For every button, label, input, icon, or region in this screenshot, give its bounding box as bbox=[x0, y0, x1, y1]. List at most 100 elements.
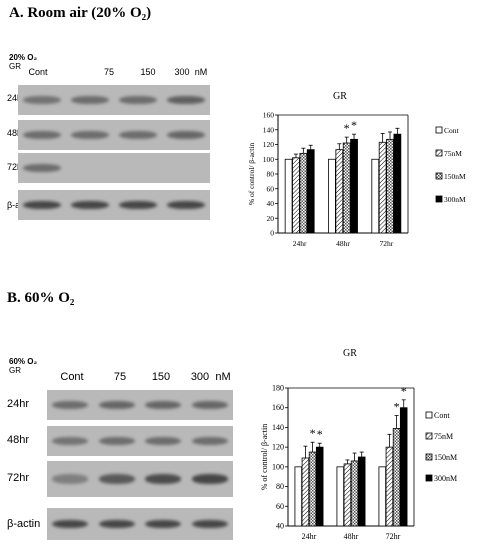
x-tick-label: 24hr bbox=[293, 239, 307, 248]
blot-24hr bbox=[18, 85, 210, 115]
blot-band bbox=[52, 436, 89, 446]
blot-band bbox=[191, 519, 228, 529]
y-tick-label: 100 bbox=[263, 155, 275, 164]
row-label: 24hr bbox=[7, 398, 30, 410]
y-tick-label: 120 bbox=[272, 443, 284, 452]
blot-band bbox=[52, 473, 89, 485]
bar bbox=[294, 466, 303, 527]
blot-band bbox=[71, 95, 109, 105]
blot-band bbox=[191, 436, 228, 446]
blot-band bbox=[119, 95, 157, 105]
y-axis-label: % of control/ β-actin bbox=[260, 424, 269, 491]
legend-swatch bbox=[425, 411, 433, 419]
y-tick-label: 120 bbox=[263, 140, 275, 149]
panel-b-title: B. 60% O₂ bbox=[7, 290, 75, 306]
blot-band bbox=[98, 436, 135, 446]
legend-swatch bbox=[425, 474, 433, 482]
lane-label: 300 bbox=[174, 67, 190, 77]
y-tick-label: 60 bbox=[267, 184, 275, 193]
blot-band bbox=[52, 519, 89, 529]
legend-swatch bbox=[425, 432, 433, 440]
blot-band bbox=[191, 400, 228, 410]
panel-a-condition: 20% O₂ GR bbox=[9, 53, 37, 71]
blot-beta-actin bbox=[47, 508, 233, 540]
blot-band bbox=[167, 130, 205, 140]
legend-label: 300nM bbox=[434, 474, 457, 483]
significance-asterisk: * bbox=[394, 400, 400, 414]
significance-asterisk: * bbox=[351, 118, 357, 132]
blot-72hr bbox=[18, 153, 210, 183]
blot-band bbox=[191, 473, 228, 485]
y-tick-label: 140 bbox=[263, 125, 275, 134]
row-label: 48hr bbox=[7, 128, 26, 138]
bar bbox=[350, 138, 358, 234]
bar bbox=[308, 451, 317, 527]
bar bbox=[336, 466, 345, 527]
bar bbox=[378, 466, 387, 527]
y-tick-label: 80 bbox=[267, 170, 275, 179]
y-tick-label: 0 bbox=[270, 229, 274, 238]
chart-panel-b: GR 40 60 80 100 120 140 160 180 % of control/ β-a… bbox=[260, 348, 457, 541]
lane-label: 75 bbox=[113, 371, 127, 383]
chart-panel-a: GR 0 20 40 60 80 100 120 140 160 % of control/ β-a… bbox=[247, 91, 466, 248]
row-label: 72hr bbox=[7, 472, 30, 484]
blot-band bbox=[71, 130, 109, 140]
significance-asterisk: * bbox=[401, 384, 407, 398]
bar bbox=[299, 152, 308, 234]
blot-band bbox=[98, 473, 135, 485]
blot-band bbox=[98, 400, 135, 410]
significance-asterisk: * bbox=[317, 427, 323, 441]
bar bbox=[385, 446, 394, 527]
legend-label: 75nM bbox=[444, 149, 462, 158]
blot-band bbox=[52, 400, 89, 410]
panel-b-condition: 60% O₂ GR bbox=[9, 357, 37, 375]
blot-band bbox=[119, 130, 157, 140]
bar bbox=[386, 138, 394, 234]
bar bbox=[292, 157, 300, 234]
blot-band bbox=[167, 95, 205, 105]
legend-swatch bbox=[425, 453, 433, 461]
lane-label: Cont bbox=[60, 371, 84, 383]
chart-title: GR bbox=[333, 91, 347, 102]
legend-swatch bbox=[435, 172, 443, 180]
bar bbox=[393, 133, 402, 234]
bar bbox=[342, 142, 351, 234]
blot-band bbox=[145, 436, 182, 446]
blot-band bbox=[145, 473, 182, 485]
lane-label: Cont bbox=[28, 67, 48, 77]
legend-label: Cont bbox=[434, 411, 450, 420]
x-tick-label: 72hr bbox=[379, 239, 393, 248]
x-tick-label: 72hr bbox=[386, 532, 401, 541]
blot-band bbox=[23, 200, 61, 210]
legend-label: Cont bbox=[444, 126, 460, 135]
lane-label: 75 bbox=[103, 67, 114, 77]
lane-label: nM bbox=[194, 67, 208, 77]
significance-asterisk: * bbox=[344, 121, 350, 135]
chart-title: GR bbox=[343, 348, 357, 359]
bar bbox=[301, 457, 310, 527]
lane-label: 150 bbox=[151, 371, 171, 383]
y-tick-label: 180 bbox=[272, 384, 284, 393]
y-tick-label: 100 bbox=[272, 462, 284, 471]
panel-a-title: A. Room air (20% O₂) bbox=[9, 5, 152, 21]
condition-o2: 60% O₂ bbox=[9, 357, 38, 366]
y-axis-label: % of control/ β-actin bbox=[247, 143, 256, 206]
condition-o2: 20% O₂ bbox=[9, 53, 38, 62]
blot-band bbox=[145, 519, 182, 529]
bar bbox=[315, 446, 324, 527]
bar bbox=[328, 158, 336, 234]
blot-48hr bbox=[47, 426, 233, 456]
significance-asterisk: * bbox=[310, 426, 316, 440]
legend-swatch bbox=[435, 195, 443, 203]
blot-72hr bbox=[47, 461, 233, 497]
bar bbox=[399, 407, 408, 527]
y-tick-label: 160 bbox=[272, 403, 284, 412]
lane-label: nM bbox=[215, 371, 231, 383]
lane-label: 150 bbox=[140, 67, 156, 77]
legend-label: 300nM bbox=[444, 195, 466, 204]
y-tick-label: 60 bbox=[276, 502, 284, 511]
legend-swatch bbox=[435, 149, 443, 157]
condition-protein: GR bbox=[9, 62, 21, 71]
blot-band bbox=[23, 95, 61, 105]
x-tick-label: 24hr bbox=[302, 532, 317, 541]
